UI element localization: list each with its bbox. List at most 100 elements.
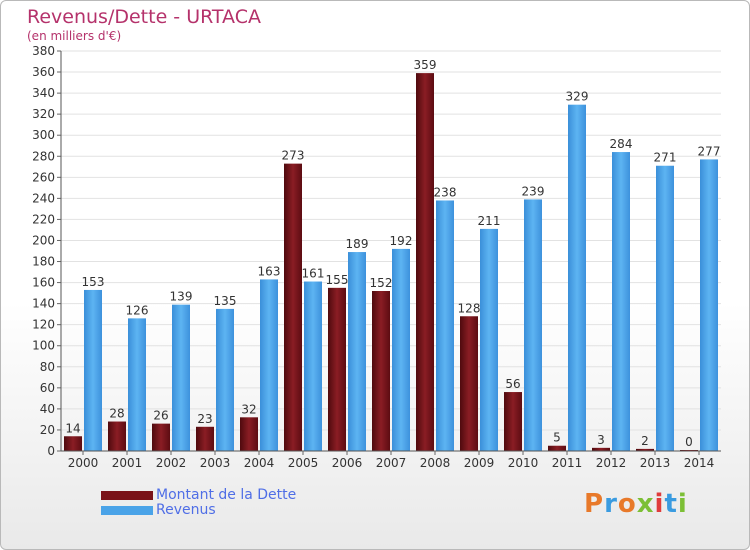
data-label: 189 [346, 237, 369, 251]
data-label: 0 [685, 435, 693, 449]
y-tick-label: 40 [40, 402, 55, 416]
y-tick-label: 80 [40, 360, 55, 374]
logo-letter: t [664, 489, 678, 519]
bar-revenus [348, 252, 366, 451]
bar-revenus [656, 165, 674, 451]
y-tick-label: 240 [32, 191, 55, 205]
bar-debt [548, 445, 566, 451]
data-label: 14 [65, 421, 80, 435]
y-tick-label: 100 [32, 339, 55, 353]
data-label: 3 [597, 433, 605, 447]
y-tick-label: 60 [40, 381, 55, 395]
logo-letter: r [604, 489, 618, 519]
chart-subtitle: (en milliers d'€) [27, 29, 122, 43]
data-label: 26 [153, 409, 168, 423]
x-tick-label: 2010 [508, 456, 539, 470]
data-label: 5 [553, 431, 561, 445]
data-label: 273 [282, 149, 305, 163]
data-label: 211 [478, 214, 501, 228]
bar-debt [284, 163, 302, 451]
data-label: 2 [641, 434, 649, 448]
bar-debt [416, 73, 434, 452]
x-tick-label: 2002 [156, 456, 187, 470]
logo-letter: i [677, 489, 688, 519]
data-label: 359 [414, 58, 437, 72]
logo-letter: x [636, 489, 655, 519]
data-label: 128 [458, 301, 481, 315]
proxiti-logo: Proxiti [584, 489, 688, 519]
bar-revenus [304, 281, 322, 451]
y-tick-label: 220 [32, 212, 55, 226]
bar-revenus [128, 318, 146, 451]
data-label: 271 [654, 151, 677, 165]
bar-debt [592, 447, 610, 451]
bar-revenus [524, 199, 542, 451]
legend-swatch-debt [101, 491, 153, 500]
data-label: 329 [566, 90, 589, 104]
bar-debt [460, 316, 478, 451]
bar-revenus [84, 289, 102, 451]
bar-debt [196, 426, 214, 451]
x-tick-label: 2005 [288, 456, 319, 470]
logo-letter: i [654, 489, 665, 519]
y-tick-label: 180 [32, 255, 55, 269]
bar-debt [108, 421, 126, 451]
legend-label-debt: Montant de la Dette [156, 487, 297, 503]
legend-swatch-revenus [101, 506, 153, 515]
y-tick-label: 120 [32, 318, 55, 332]
data-label: 153 [82, 275, 105, 289]
bar-revenus [568, 104, 586, 452]
x-tick-label: 2014 [684, 456, 715, 470]
data-label: 135 [214, 294, 237, 308]
data-label: 161 [302, 267, 325, 281]
x-tick-label: 2007 [376, 456, 407, 470]
data-label: 163 [258, 264, 281, 278]
data-label: 139 [170, 290, 193, 304]
x-tick-label: 2012 [596, 456, 627, 470]
bar-debt [64, 436, 82, 451]
y-tick-label: 160 [32, 276, 55, 290]
bar-revenus [260, 279, 278, 451]
x-tick-label: 2008 [420, 456, 451, 470]
y-tick-label: 20 [40, 423, 55, 437]
y-tick-label: 0 [47, 444, 55, 458]
bar-debt [152, 423, 170, 451]
legend-label-revenus: Revenus [156, 502, 216, 518]
y-tick-label: 380 [32, 44, 55, 58]
x-tick-label: 2003 [200, 456, 231, 470]
bar-revenus [436, 200, 454, 451]
bar-revenus [612, 152, 630, 452]
logo-letter: o [617, 489, 637, 519]
data-label: 126 [126, 303, 149, 317]
y-tick-label: 280 [32, 149, 55, 163]
y-tick-label: 300 [32, 128, 55, 142]
data-label: 28 [109, 407, 124, 421]
x-tick-label: 2001 [112, 456, 143, 470]
x-tick-label: 2006 [332, 456, 363, 470]
chart-title: Revenus/Dette - URTACA [27, 6, 261, 28]
data-label: 277 [698, 144, 721, 158]
y-tick-label: 200 [32, 233, 55, 247]
y-tick-label: 260 [32, 170, 55, 184]
y-tick-label: 320 [32, 107, 55, 121]
y-tick-label: 340 [32, 86, 55, 100]
bar-revenus [216, 308, 234, 451]
x-tick-label: 2000 [68, 456, 99, 470]
y-tick-label: 360 [32, 65, 55, 79]
bar-debt [240, 417, 258, 451]
x-tick-label: 2013 [640, 456, 671, 470]
data-label: 56 [505, 377, 520, 391]
bar-debt [372, 291, 390, 451]
data-label: 155 [326, 273, 349, 287]
data-label: 284 [610, 137, 633, 151]
x-tick-label: 2011 [552, 456, 583, 470]
logo-letter: P [584, 489, 605, 519]
x-tick-label: 2009 [464, 456, 495, 470]
data-label: 32 [241, 402, 256, 416]
bar-revenus [700, 159, 718, 451]
bar-revenus [480, 228, 498, 451]
bar-debt [328, 287, 346, 451]
data-label: 192 [390, 234, 413, 248]
